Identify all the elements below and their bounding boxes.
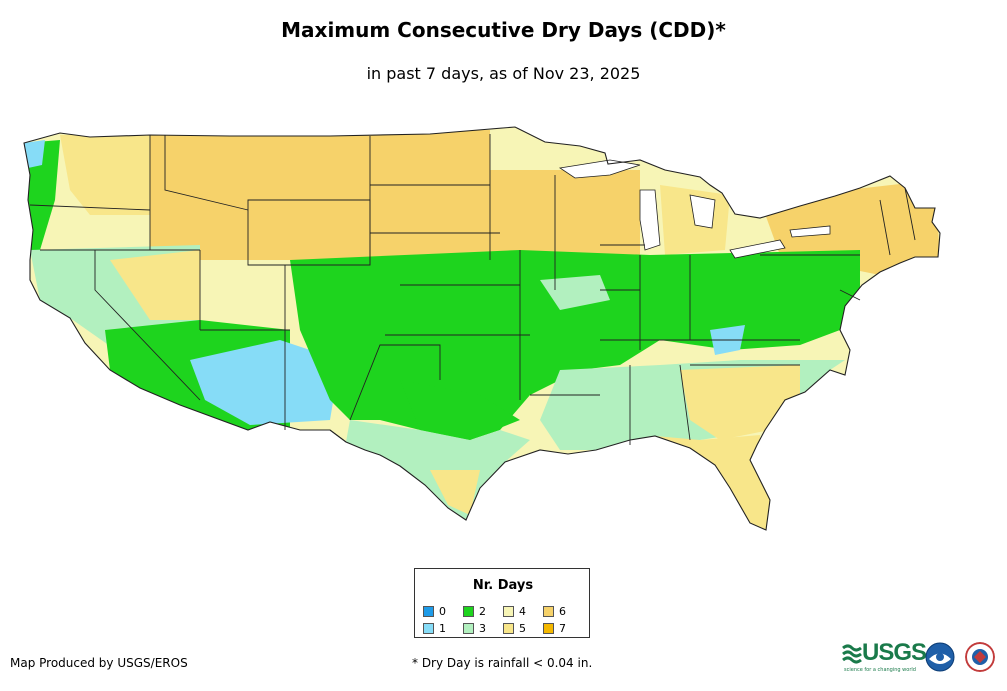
pacific-northwest-dry-zone [60, 135, 150, 215]
legend-swatch-4 [503, 606, 514, 617]
legend-label-6: 6 [559, 605, 566, 618]
legend-item-7: 7 [543, 620, 583, 637]
usgs-wave-icon [842, 644, 862, 664]
noaa-logo-icon [925, 642, 955, 672]
north-texas-wet-zone [400, 380, 520, 440]
legend-item-6: 6 [543, 603, 583, 620]
georgia-carolina-dry-zone [680, 365, 800, 440]
coastal-wet-zone [24, 140, 60, 250]
legend-item-4: 4 [503, 603, 543, 620]
credit-text: Map Produced by USGS/EROS [10, 656, 188, 670]
legend-title: Nr. Days [472, 578, 534, 593]
dry-days-fill [24, 130, 940, 530]
legend-item-2: 2 [463, 603, 503, 620]
florida-dry-zone [655, 435, 770, 530]
upper-midwest-dry-zone [490, 170, 640, 260]
lake-michigan [639, 189, 661, 251]
map-subtitle: in past 7 days, as of Nov 23, 2025 [366, 64, 641, 83]
legend-item-3: 3 [463, 620, 503, 637]
lake-huron [689, 194, 716, 229]
legend-label-5: 5 [519, 622, 526, 635]
legend: Nr. Days 0 2 4 6 1 3 5 7 [414, 568, 590, 638]
legend-item-1: 1 [423, 620, 463, 637]
legend-label-7: 7 [559, 622, 566, 635]
state-borders [29, 134, 916, 445]
usgs-logo: USGS science for a changing world [842, 639, 927, 673]
legend-label-0: 0 [439, 605, 446, 618]
olympic-wet-zone [24, 140, 45, 168]
legend-swatch-0 [423, 606, 434, 617]
lake-ontario [789, 225, 831, 238]
usgs-wordmark: USGS [862, 639, 927, 666]
legend-swatch-1 [423, 623, 434, 634]
legend-swatch-3 [463, 623, 474, 634]
map-title: Maximum Consecutive Dry Days (CDD)* [281, 18, 726, 42]
legend-grid: 0 2 4 6 1 3 5 7 [423, 603, 583, 637]
nevada-dry-zone [110, 250, 200, 320]
legend-swatch-7 [543, 623, 554, 634]
nws-logo-icon [965, 642, 995, 672]
legend-label-2: 2 [479, 605, 486, 618]
legend-swatch-6 [543, 606, 554, 617]
usgs-tagline: science for a changing world [844, 667, 916, 673]
legend-item-0: 0 [423, 603, 463, 620]
midwest-moderate-zone [540, 275, 610, 310]
legend-swatch-5 [503, 623, 514, 634]
legend-label-4: 4 [519, 605, 526, 618]
legend-label-1: 1 [439, 622, 446, 635]
arizona-nm-very-wet-zone [190, 340, 340, 425]
northern-plains-dry-zone [150, 130, 490, 260]
footnote-text: * Dry Day is rainfall < 0.04 in. [412, 656, 593, 670]
legend-label-3: 3 [479, 622, 486, 635]
lake-erie [729, 239, 786, 259]
legend-item-5: 5 [503, 620, 543, 637]
legend-swatch-2 [463, 606, 474, 617]
lake-superior [558, 159, 641, 179]
south-texas-dry-zone [430, 470, 480, 515]
